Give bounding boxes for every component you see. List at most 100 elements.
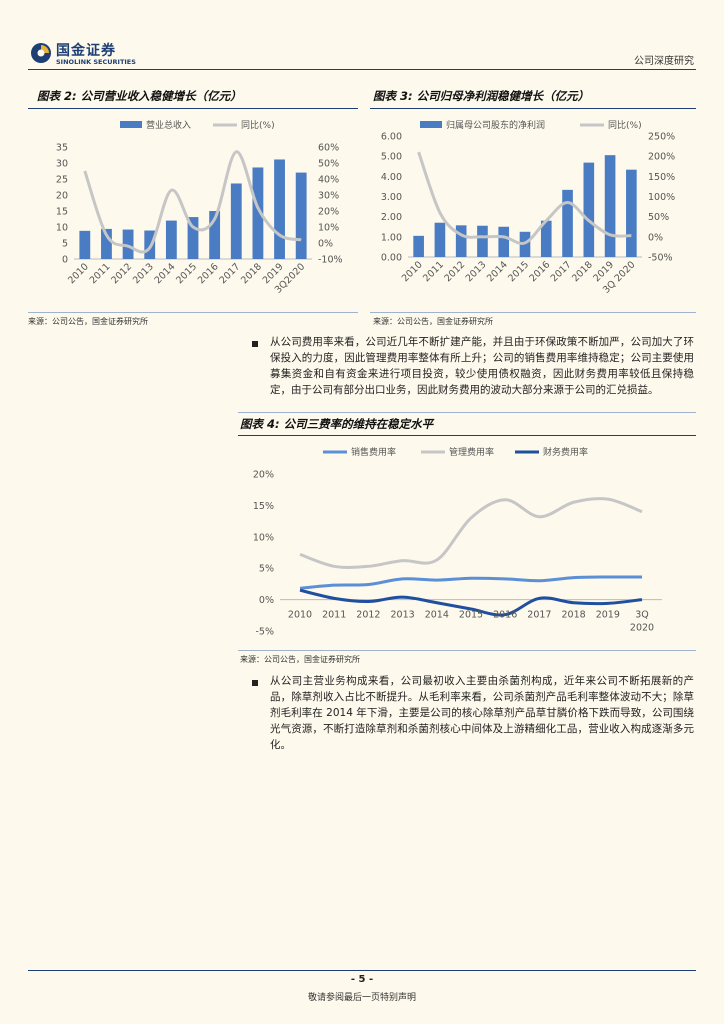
fig3-bar <box>413 235 424 257</box>
fig2-ytick-right: 30% <box>318 191 339 202</box>
fig3-ytick-right: 250% <box>648 132 675 143</box>
fig2-xtick: 2015 <box>174 261 199 286</box>
fig3-bar <box>562 189 573 257</box>
fig3-bar <box>498 226 510 257</box>
fig2-bar <box>79 230 91 259</box>
fig2-source: 来源：公司公告，国金证券研究所 <box>28 317 148 326</box>
fig3-xtick: 2013 <box>464 259 489 284</box>
fig3-xtick: 2014 <box>485 259 510 284</box>
fig4-ytick: 10% <box>253 532 274 543</box>
fig3-ytick-left: 5.00 <box>381 152 402 163</box>
fig4-ytick: 5% <box>259 564 274 575</box>
logo-mark-icon <box>31 43 51 63</box>
fig4-xtick: 2019 <box>596 610 620 621</box>
fig3-bar <box>583 162 595 257</box>
fig3-ytick-left: 0.00 <box>381 253 402 264</box>
fig3-bar <box>477 225 488 257</box>
fig2-ytick-left: 35 <box>56 143 68 154</box>
fig3-ytick-left: 6.00 <box>381 132 402 143</box>
fig3-title: 图表 3: 公司归母净利润稳健增长（亿元） <box>373 89 590 103</box>
fig3-ytick-right: 100% <box>648 192 675 203</box>
fig3-ytick-right: -50% <box>648 253 673 264</box>
fig2-ytick-left: 30 <box>56 159 68 170</box>
fig3-bar <box>604 155 616 257</box>
fig2-xtick: 2011 <box>88 261 113 286</box>
fig2-ytick-right: 40% <box>318 175 339 186</box>
fig3-bar <box>455 225 467 257</box>
fig3-ytick-left: 2.00 <box>381 212 402 223</box>
fig2-chart: 营业总收入 同比(%)3530252015105060%50%40%30%20%1… <box>56 119 343 296</box>
fig3-xtick: 2018 <box>570 259 595 284</box>
fig4-xtick: 2011 <box>322 610 346 621</box>
fig3-yoy-line <box>417 151 632 245</box>
fig2-legend-bar-label: 营业总收入 <box>146 119 191 131</box>
fig3-legend-bar-swatch <box>420 121 442 128</box>
fig3-legend-bar-label: 归属母公司股东的净利润 <box>446 119 545 131</box>
fig4-series-line <box>299 575 643 590</box>
fig4-bottom-rule <box>238 650 696 651</box>
fig2-bar <box>274 159 285 259</box>
fig2-ytick-left: 0 <box>62 255 68 266</box>
bullet-square-icon <box>252 680 258 686</box>
fig2-ytick-left: 20 <box>56 191 68 202</box>
fig2-bar <box>187 217 199 259</box>
fig2-ytick-right: -10% <box>318 255 343 266</box>
fig2-bar <box>101 228 112 259</box>
fig2-bar <box>230 183 242 259</box>
fig2-xtick: 2016 <box>196 261 221 286</box>
fig4-ytick: -5% <box>256 627 275 638</box>
fig2-yoy-line <box>83 150 302 254</box>
fig3-xtick: 2010 <box>400 259 425 284</box>
fig4-ytick: 0% <box>259 595 274 606</box>
fig3-xtick: 2016 <box>528 259 553 284</box>
fig3-ytick-left: 4.00 <box>381 172 402 183</box>
fig4-chart: 销售费用率 管理费用率 财务费用率 20% 15% 10% 5% 0% -5% 2010 2011 2… <box>253 446 662 638</box>
fig4-xtick: 2010 <box>288 610 312 621</box>
fig4-title: 图表 4: 公司三费率的维持在稳定水平 <box>240 417 434 431</box>
paragraph-expense-ratio: 从公司费用率来看，公司近几年不断扩建产能，并且由于环保政策不断加严，公司加大了环… <box>270 336 694 396</box>
fig4-legend-label: 财务费用率 <box>543 446 588 458</box>
bullet-square-icon <box>252 341 258 347</box>
fig4-legend-label: 销售费用率 <box>351 446 396 458</box>
fig2-xtick: 2013 <box>131 261 156 286</box>
fig4-xtick: 2016 <box>493 610 517 621</box>
fig4-xtick: 2013 <box>391 610 415 621</box>
fig4-ytick: 15% <box>253 501 274 512</box>
fig3-bar <box>434 222 446 257</box>
fig4-source: 来源：公司公告，国金证券研究所 <box>240 655 360 664</box>
fig2-ytick-right: 0% <box>318 239 333 250</box>
fig2-title-rule <box>28 108 358 109</box>
fig2-bar <box>209 211 221 259</box>
report-type-label: 公司深度研究 <box>634 56 694 67</box>
fig2-legend-bar-swatch <box>120 121 142 128</box>
fig3-ytick-left: 1.00 <box>381 232 402 243</box>
logo-text-cn: 国金证券 <box>56 43 116 59</box>
fig2-bar <box>165 220 177 259</box>
fig2-ytick-right: 50% <box>318 159 339 170</box>
fig4-title-rule <box>238 435 696 436</box>
fig4-xtick: 3Q <box>635 610 649 621</box>
fig4-series-line <box>299 497 643 569</box>
fig4-ytick: 20% <box>253 470 274 481</box>
fig2-ytick-left: 25 <box>56 175 68 186</box>
fig2-bar <box>122 229 134 259</box>
fig3-source: 来源：公司公告，国金证券研究所 <box>373 317 493 326</box>
logo-text-en: SINOLINK SECURITIES <box>56 58 136 66</box>
fig3-ytick-right: 0% <box>648 232 663 243</box>
header-divider <box>28 69 696 70</box>
fig2-bar <box>295 172 307 259</box>
fig3-title-rule <box>370 108 696 109</box>
fig2-ytick-left: 10 <box>56 223 68 234</box>
fig4-xtick: 2015 <box>459 610 483 621</box>
fig4-series-line <box>299 588 643 617</box>
fig2-bottom-rule <box>28 312 358 313</box>
fig3-bottom-rule <box>370 312 696 313</box>
paragraph-business-structure: 从公司主营业务构成来看，公司最初收入主要由杀菌剂构成，近年来公司不断拓展新的产品… <box>270 675 694 751</box>
fig4-xtick: 2014 <box>425 610 449 621</box>
fig2-ytick-left: 5 <box>62 239 68 250</box>
fig2-ytick-right: 60% <box>318 143 339 154</box>
fig3-bar <box>540 220 552 257</box>
fig3-xtick: 2017 <box>549 259 574 284</box>
fig3-ytick-left: 3.00 <box>381 192 402 203</box>
fig4-top-rule <box>238 412 696 413</box>
